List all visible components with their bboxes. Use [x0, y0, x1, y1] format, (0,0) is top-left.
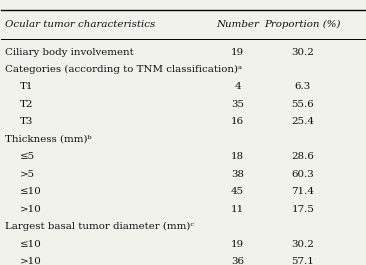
- Text: Ciliary body involvement: Ciliary body involvement: [5, 48, 134, 56]
- Text: >10: >10: [19, 205, 41, 214]
- Text: 11: 11: [231, 205, 244, 214]
- Text: 17.5: 17.5: [291, 205, 314, 214]
- Text: 55.6: 55.6: [291, 100, 314, 109]
- Text: T3: T3: [19, 117, 33, 126]
- Text: Number: Number: [216, 20, 259, 29]
- Text: 4: 4: [234, 82, 241, 91]
- Text: Thickness (mm)ᵇ: Thickness (mm)ᵇ: [5, 135, 91, 144]
- Text: Ocular tumor characteristics: Ocular tumor characteristics: [5, 20, 155, 29]
- Text: 19: 19: [231, 240, 244, 249]
- Text: 16: 16: [231, 117, 244, 126]
- Text: 18: 18: [231, 152, 244, 161]
- Text: 71.4: 71.4: [291, 187, 314, 196]
- Text: 36: 36: [231, 257, 244, 265]
- Text: 6.3: 6.3: [295, 82, 311, 91]
- Text: 30.2: 30.2: [291, 48, 314, 56]
- Text: 19: 19: [231, 48, 244, 56]
- Text: >10: >10: [19, 257, 41, 265]
- Text: 25.4: 25.4: [291, 117, 314, 126]
- Text: >5: >5: [19, 170, 35, 179]
- Text: 38: 38: [231, 170, 244, 179]
- Text: 30.2: 30.2: [291, 240, 314, 249]
- Text: Proportion (%): Proportion (%): [265, 20, 341, 29]
- Text: T1: T1: [19, 82, 33, 91]
- Text: 35: 35: [231, 100, 244, 109]
- Text: Largest basal tumor diameter (mm)ᶜ: Largest basal tumor diameter (mm)ᶜ: [5, 222, 194, 231]
- Text: 28.6: 28.6: [291, 152, 314, 161]
- Text: ≤10: ≤10: [19, 240, 41, 249]
- Text: ≤5: ≤5: [19, 152, 35, 161]
- Text: 57.1: 57.1: [291, 257, 314, 265]
- Text: 60.3: 60.3: [291, 170, 314, 179]
- Text: 45: 45: [231, 187, 244, 196]
- Text: Categories (according to TNM classification)ᵃ: Categories (according to TNM classificat…: [5, 65, 242, 74]
- Text: ≤10: ≤10: [19, 187, 41, 196]
- Text: T2: T2: [19, 100, 33, 109]
